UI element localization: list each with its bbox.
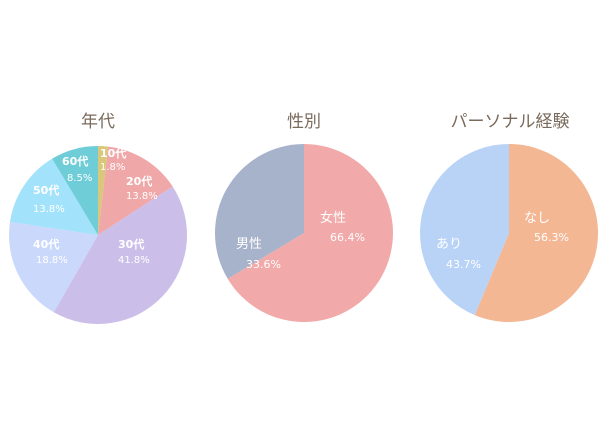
slice-name-male: 男性: [236, 237, 262, 252]
slice-name-60s: 60代: [62, 154, 88, 168]
slice-name-yes: あり: [436, 237, 462, 252]
slice-value-40s: 18.8%: [36, 255, 68, 266]
slice-age-2: [53, 186, 187, 324]
pie-chart-experience: パーソナル経験 なし 56.3% あり 43.7%: [419, 112, 598, 322]
slice-value-50s: 13.8%: [33, 204, 65, 215]
slice-age-3: [8, 221, 98, 313]
slice-value-30s: 41.8%: [118, 255, 150, 266]
slice-experience-1: [419, 144, 509, 316]
slice-value-10s: 1.8%: [100, 162, 125, 173]
slice-name-50s: 50代: [33, 183, 59, 197]
slice-age-4: [9, 158, 99, 235]
slice-age-5: [52, 146, 98, 235]
chart-title-experience: パーソナル経験: [451, 112, 570, 132]
slice-gender-0: [227, 144, 393, 322]
slice-value-none: 56.3%: [534, 231, 569, 244]
slice-value-male: 33.6%: [246, 258, 281, 271]
slice-value-yes: 43.7%: [446, 258, 481, 271]
labels-age: 10代 1.8% 20代 13.8% 30代 41.8% 40代 18.8% 5…: [33, 146, 158, 266]
chart-title-gender: 性別: [287, 112, 321, 132]
labels-experience: なし 56.3% あり 43.7%: [436, 211, 569, 271]
slice-name-none: なし: [524, 211, 550, 226]
slice-age-0: [98, 146, 109, 235]
slices-gender: [215, 144, 393, 322]
labels-gender: 女性 66.4% 男性 33.6%: [236, 210, 365, 271]
slice-value-female: 66.4%: [330, 231, 365, 244]
slice-name-40s: 40代: [33, 237, 59, 251]
slice-name-10s: 10代: [100, 146, 126, 160]
chart-title-age: 年代: [81, 112, 115, 132]
slice-value-20s: 13.8%: [126, 191, 158, 202]
slices-age: [8, 146, 187, 324]
slice-name-female: 女性: [320, 210, 346, 226]
slices-experience: [419, 144, 598, 322]
slice-name-30s: 30代: [118, 237, 144, 251]
pie-chart-gender: 性別 女性 66.4% 男性 33.6%: [215, 112, 393, 322]
pie-chart-age: 年代 10代 1.8% 20代 13.8% 30代 41.8% 40代 18.8…: [8, 112, 187, 324]
slice-experience-0: [474, 144, 598, 322]
slice-name-20s: 20代: [126, 174, 152, 188]
slice-age-1: [98, 146, 173, 235]
slice-gender-1: [215, 144, 304, 279]
slice-value-60s: 8.5%: [67, 173, 92, 184]
